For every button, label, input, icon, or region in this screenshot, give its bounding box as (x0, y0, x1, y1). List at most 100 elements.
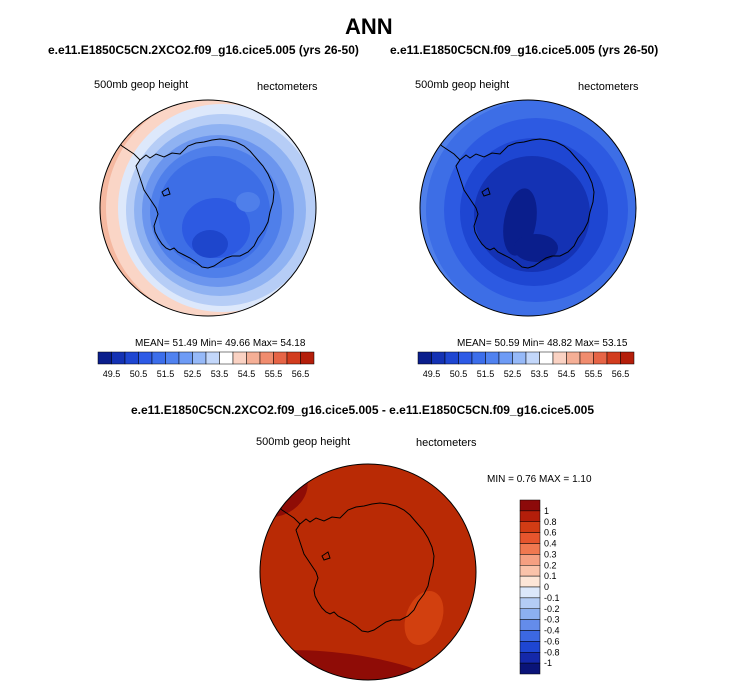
panel-2-subtitle: e.e11.E1850C5CN.f09_g16.cice5.005 (yrs 2… (390, 43, 659, 57)
cb3-tick-2: 0.6 (544, 528, 557, 538)
cb1-swatch-6 (178, 351, 193, 365)
cb3-tick-4: 0.3 (544, 549, 557, 559)
panel-2-max: 53.15 (602, 338, 628, 349)
cb1-swatch-7 (192, 351, 207, 365)
cb1-tick-5: 54.5 (238, 369, 256, 379)
cb1-swatch-14 (286, 351, 301, 365)
map2-island-coast (481, 187, 491, 197)
cb1-swatch-12 (259, 351, 274, 365)
panel-2-mean: 50.59 (494, 338, 520, 349)
map2-field (420, 100, 636, 316)
cb2-swatch-5 (485, 351, 500, 365)
panel-1-max: 54.18 (280, 338, 306, 349)
map3-field (260, 464, 476, 680)
map1-map-border (99, 99, 317, 317)
map1-antarctica-coast (135, 138, 275, 269)
cb1-swatch-2 (124, 351, 139, 365)
panel-2-colorbar: 49.5 50.5 51.5 52.5 53.5 54.5 55.5 56.5 (417, 351, 635, 379)
panel-3-stats: MIN = 0.76 MAX = 1.10 (487, 474, 592, 485)
panel-1-subtitle: e.e11.E1850C5CN.2XCO2.f09_g16.cice5.005 … (48, 43, 359, 57)
cb3-swatch-15 (519, 662, 541, 675)
cb3-swatch-11 (519, 619, 541, 631)
map1-contour-blob-1 (192, 230, 228, 258)
panel-2-stats: MEAN= 50.59 Min= 48.82 Max= 53.15 (457, 338, 627, 349)
cb2-tick-4: 53.5 (531, 369, 549, 379)
cb1-swatch-1 (111, 351, 126, 365)
cb3-tick-8: -0.1 (544, 593, 560, 603)
panel-3-min-label: MIN = (487, 474, 514, 485)
cb3-swatch-5 (519, 554, 541, 566)
cb2-swatch-13 (593, 351, 608, 365)
cb1-swatch-0 (97, 351, 112, 365)
map2-map-border (419, 99, 637, 317)
panel-1-field-label: 500mb geop height (94, 79, 189, 91)
cb1-tick-0: 49.5 (103, 369, 121, 379)
cb1-swatch-5 (165, 351, 180, 365)
cb3-tick-13: -0.8 (544, 647, 560, 657)
cb2-tick-0: 49.5 (423, 369, 441, 379)
cb2-swatch-2 (444, 351, 459, 365)
cb3-swatch-10 (519, 608, 541, 620)
panel-1-min-label: Min= (200, 338, 223, 349)
panel-3-max-label: MAX = (538, 474, 570, 485)
panel-1-mean-label: MEAN= (135, 338, 170, 349)
cb2-tick-3: 52.5 (504, 369, 522, 379)
cb3-tick-0: 1 (544, 506, 549, 516)
panel-2-mean-label: MEAN= (457, 338, 492, 349)
cb3-tick-1: 0.8 (544, 517, 557, 527)
map1-contour-blob-2 (236, 192, 260, 212)
panel-2-field-label: 500mb geop height (415, 79, 510, 91)
cb1-tick-6: 55.5 (265, 369, 283, 379)
cb3-swatch-8 (519, 586, 541, 599)
cb2-swatch-1 (431, 351, 446, 365)
panel-1-stats: MEAN= 51.49 Min= 49.66 Max= 54.18 (135, 338, 305, 349)
panel-1-max-label: Max= (252, 338, 278, 349)
cb2-tick-6: 55.5 (585, 369, 603, 379)
panel-3-max: 1.10 (572, 474, 592, 485)
cb3-swatch-9 (519, 597, 541, 609)
panel-1-min: 49.66 (225, 338, 251, 349)
cb1-swatch-15 (300, 351, 315, 365)
cb3-tick-6: 0.1 (544, 571, 557, 581)
cb1-tick-3: 52.5 (184, 369, 202, 379)
cb2-tick-2: 51.5 (477, 369, 495, 379)
panel-3-field-label: 500mb geop height (256, 436, 351, 448)
cb2-swatch-3 (458, 351, 473, 365)
cb2-tick-7: 56.5 (612, 369, 630, 379)
map3-contour-band-0 (260, 464, 476, 680)
cb1-swatch-11 (246, 351, 261, 365)
panel-1-units-label: hectometers (257, 81, 318, 93)
map1-field (100, 100, 316, 316)
panel-3-units-label: hectometers (416, 437, 477, 449)
cb3-tick-11: -0.4 (544, 626, 560, 636)
cb3-swatch-6 (519, 565, 541, 577)
cb3-swatch-14 (519, 652, 541, 664)
map3-contour-blob-2 (404, 590, 444, 646)
cb3-tick-12: -0.6 (544, 636, 560, 646)
cb3-swatch-0 (519, 499, 541, 512)
cb3-tick-9: -0.2 (544, 604, 560, 614)
figure-title: ANN (345, 14, 393, 39)
cb2-swatch-0 (417, 351, 432, 365)
cb2-swatch-4 (471, 351, 486, 365)
cb3-tick-7: 0 (544, 582, 549, 592)
cb3-tick-3: 0.4 (544, 539, 557, 549)
cb3-swatch-2 (519, 521, 541, 533)
panel-2-units-label: hectometers (578, 81, 639, 93)
cb3-tick-14: -1 (544, 658, 552, 668)
cb3-tick-5: 0.2 (544, 560, 557, 570)
cb2-swatch-12 (579, 351, 594, 365)
cb2-swatch-14 (606, 351, 621, 365)
panel-2-min-label: Min= (522, 338, 545, 349)
cb2-tick-1: 50.5 (450, 369, 468, 379)
panel-3-colorbar: 10.80.60.40.30.20.10-0.1-0.2-0.3-0.4-0.6… (519, 499, 560, 675)
cb2-swatch-15 (620, 351, 635, 365)
panel-3-min: 0.76 (516, 474, 537, 485)
panel-1-colorbar: 49.5 50.5 51.5 52.5 53.5 54.5 55.5 56.5 (97, 351, 315, 379)
panel-3-subtitle: e.e11.E1850C5CN.2XCO2.f09_g16.cice5.005 … (131, 403, 594, 417)
map3-antarctica-coast (295, 502, 435, 633)
map2-contour-blob-1 (514, 234, 558, 262)
panel-1-mean: 51.49 (172, 338, 198, 349)
cb3-swatch-7 (519, 575, 541, 588)
cb2-swatch-11 (566, 351, 581, 365)
